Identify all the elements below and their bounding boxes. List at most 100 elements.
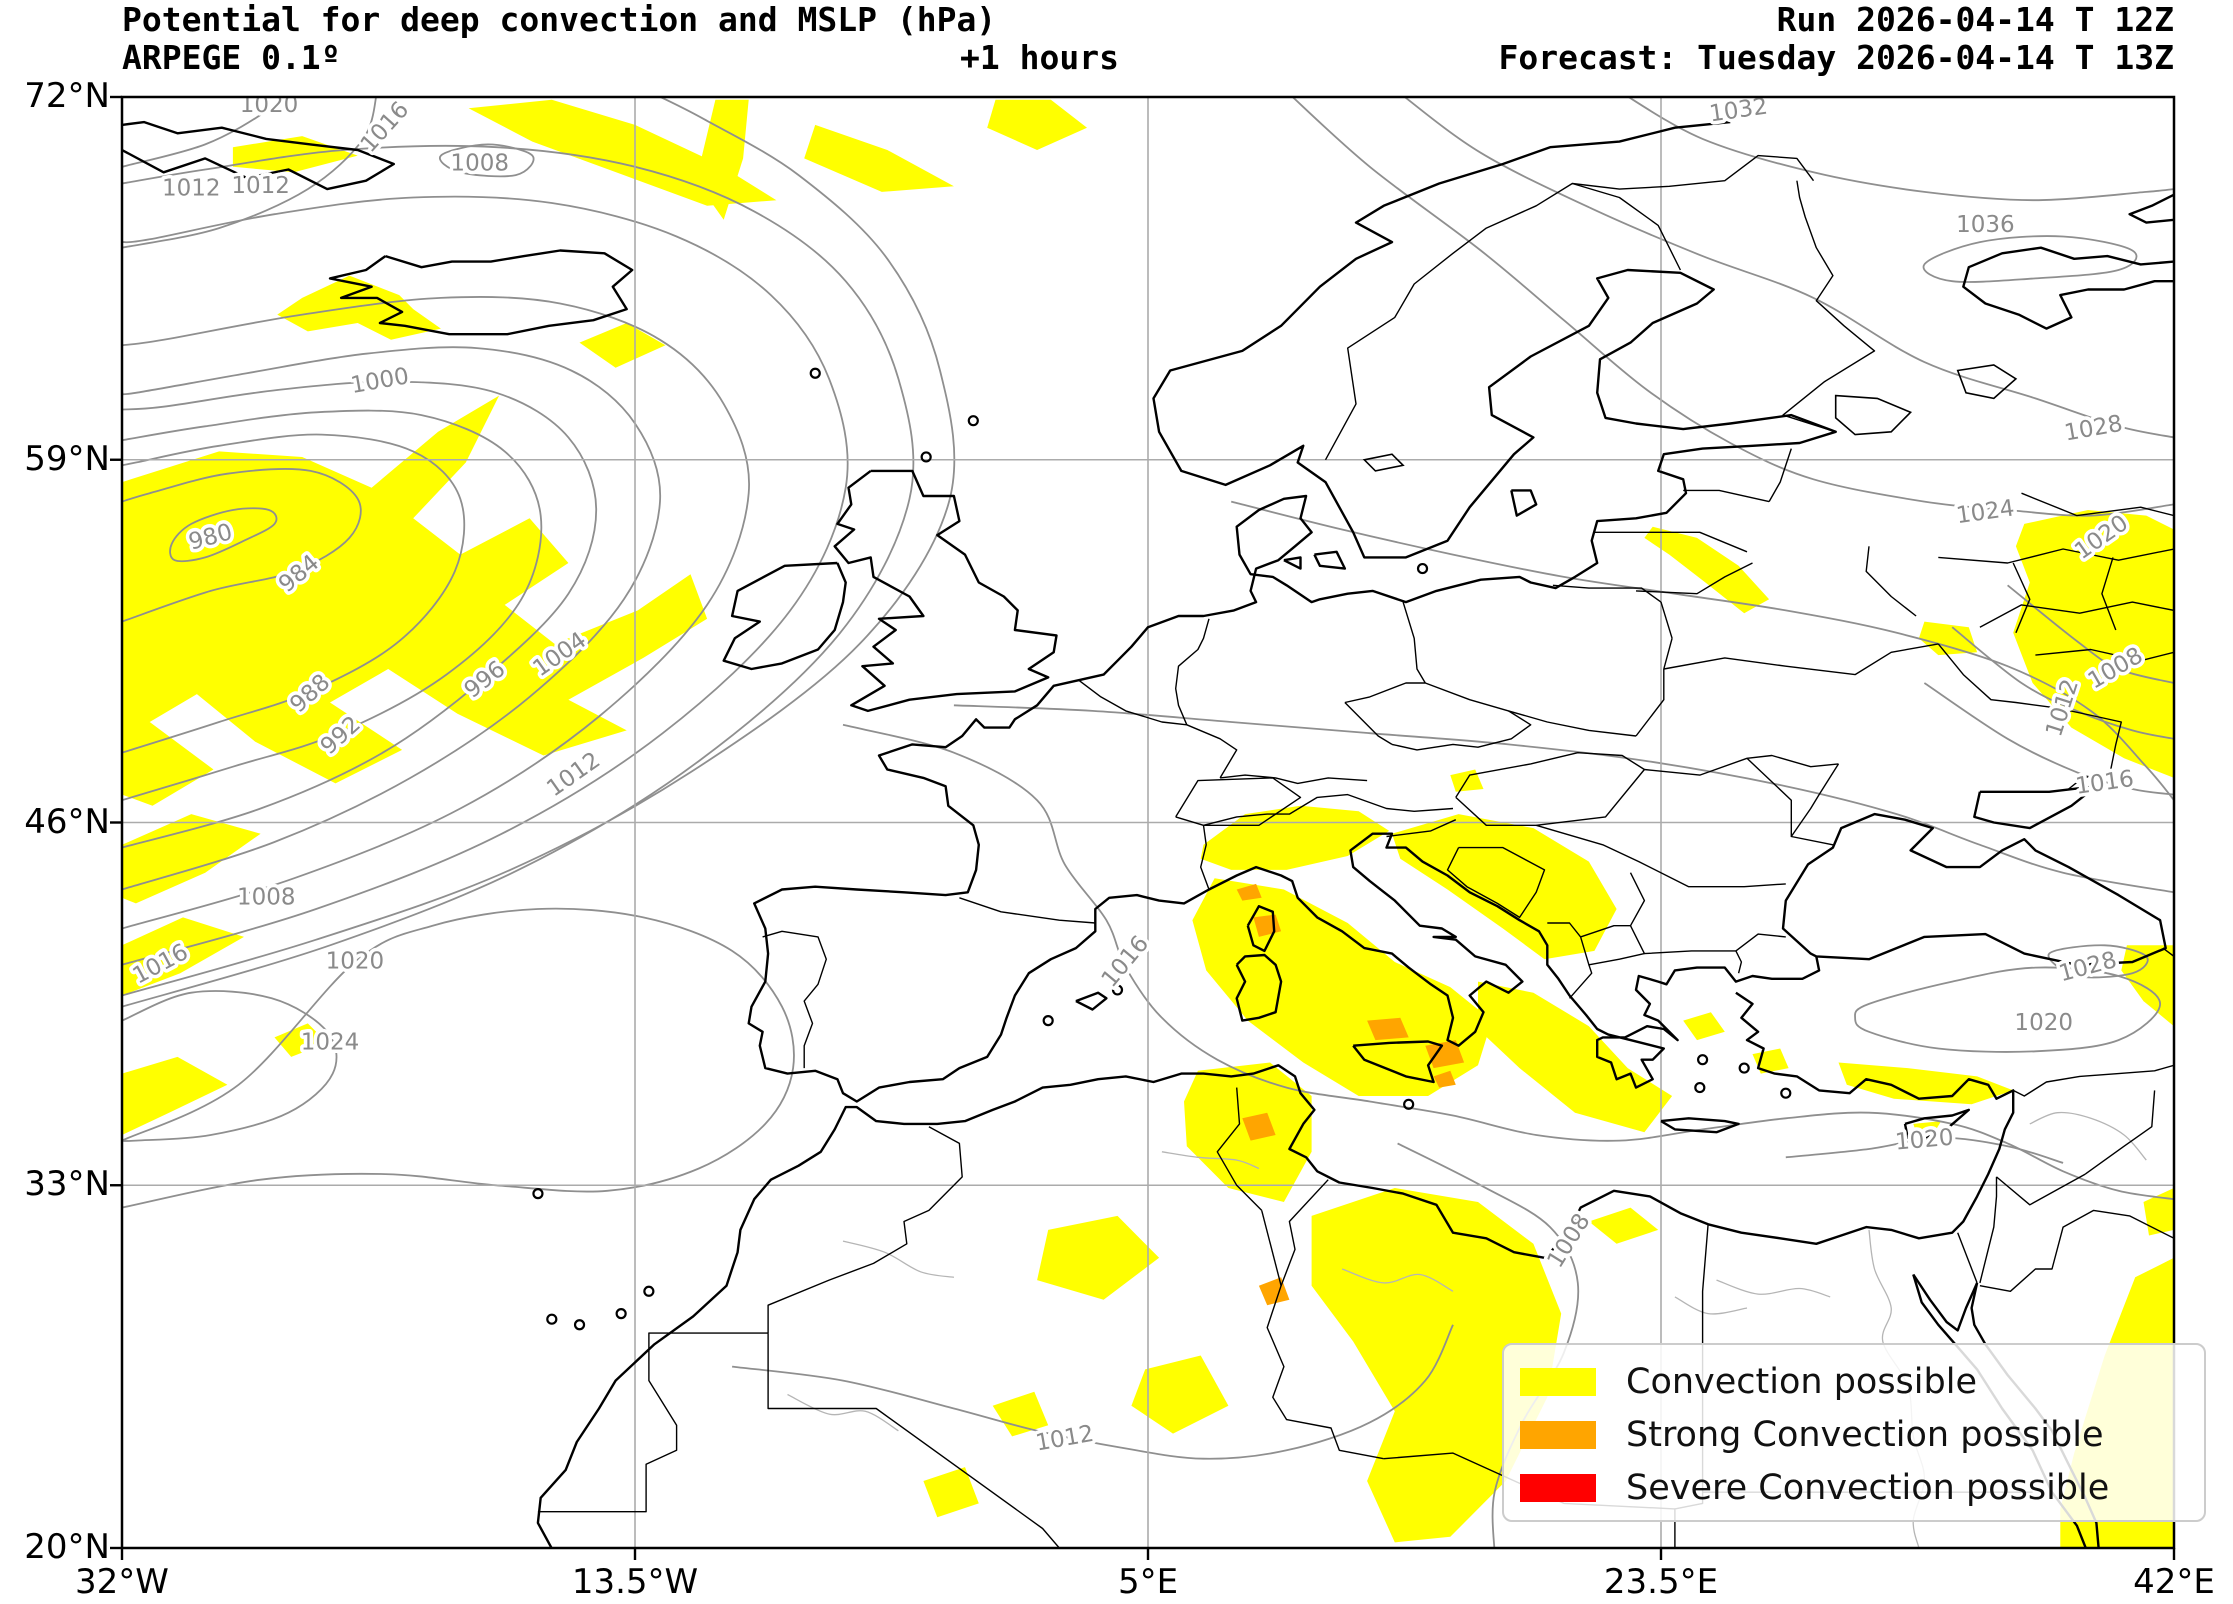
isobar-value-label: 1000 [349,363,411,399]
isobar-line [842,723,2174,1201]
lat-tick-label-20: 20°N [24,1527,110,1567]
isobar-value-label: 1008 [1543,1209,1596,1272]
isobar-line [122,380,598,849]
country-border [1979,601,2174,628]
convection-area-possible [1311,1188,1562,1543]
convection-area-possible [122,814,261,904]
legend-item-2: Severe Convection possible [1520,1461,2204,1514]
country-border [2084,1090,2156,1175]
isobar-value-label: 1036 [1956,212,2015,238]
isobar-line [953,704,2174,894]
lon-tick-label--13.5: 13.5°W [571,1562,699,1602]
convection-area-possible [1200,805,1390,870]
country-border [1644,754,1839,776]
isobar-line [1403,97,2174,439]
country-border [1175,618,1210,726]
country-border [2101,557,2117,631]
isobar-value-label: 1016 [1097,931,1155,993]
country-border [1635,562,1753,595]
isobar-line [122,907,795,1209]
coastline [1510,489,1538,517]
country-border [2012,1064,2174,1097]
country-border [1568,964,1593,999]
terrain-detail-line [1674,1296,1748,1315]
lat-tick-label-59: 59°N [24,438,110,479]
convection-area-possible [1478,981,1673,1133]
island-dot [967,415,979,427]
island-dot [1403,1098,1415,1110]
convection-area-possible [274,1023,328,1057]
country-border [1735,933,1786,952]
country-border [1996,1173,2086,1206]
country-border [2021,492,2174,517]
island-dot [573,1319,586,1331]
country-border [1660,601,1673,639]
convection-area-possible [2013,510,2174,778]
isobar-value-label: 1028 [2056,947,2119,987]
isobar-value-label: 1020 [240,92,299,118]
isobar-value-label: 1020 [2014,1010,2073,1036]
country-border [1663,643,1939,676]
coastline [833,469,1058,713]
country-border [1790,763,1840,846]
coastline [2128,193,2174,224]
country-border [1386,819,1457,838]
convection-area-possible [2121,945,2174,1027]
legend-item-0: Convection possible [1520,1355,2204,1408]
island-dot [920,451,932,463]
convection-area-possible [1918,621,1978,656]
isobar-line [122,990,338,1142]
country-border [1572,182,1682,271]
isobar-value-label: 1020 [1894,1125,1955,1156]
country-border [2035,648,2174,662]
isobar-value-label: 1008 [450,151,509,177]
island-dot [1696,1054,1709,1066]
isobar-line [122,468,362,623]
lake-outline [1956,364,2018,400]
coastline [328,249,634,336]
convection-area-strong [1425,1040,1465,1069]
country-border [1746,757,1792,837]
country-border [1425,682,1637,737]
convection-area-possible [1913,1121,1942,1135]
coastline [747,120,1837,1103]
isobar-value-label: 1028 [2062,411,2124,447]
isobar-line [122,433,466,754]
convection-area-possible [1644,526,1770,614]
country-border [1261,1210,1282,1286]
island-dot [809,367,821,379]
isobar-value-label: 1032 [1708,94,1770,128]
isobar-line [1951,626,2174,740]
country-border [1220,774,1368,785]
run-label: Run 2026-04-14 T 12Z [1776,0,2174,39]
island-dot [1694,1081,1706,1094]
convection-area-possible [804,124,954,192]
country-border [1536,824,1786,888]
isobar-line [122,296,750,930]
island-dot [1042,1015,1054,1027]
country-border [1683,489,1770,503]
convection-area-strong [1242,1112,1276,1141]
coastline [1075,991,1108,1011]
isobar-line [122,195,849,966]
lon-tick-label--32: 32°W [75,1562,169,1602]
isobar-value-label: 1024 [1955,495,2017,529]
country-border [537,1332,769,1513]
country-border [1446,846,1546,919]
convection-area-strong [1433,1070,1456,1088]
coastline [1235,953,1283,1022]
country-border [1979,1209,2174,1292]
country-border [1782,180,1876,433]
lon-tick-label-5: 5°E [1117,1562,1179,1602]
country-border [2012,562,2031,634]
isobar-line [1922,235,2138,283]
country-border [1203,793,1454,826]
isobar-line [1923,682,2174,796]
island-dot [532,1188,544,1200]
convection-area-possible [2143,1188,2174,1236]
coastline [1903,1108,1970,1139]
country-border [1200,825,1210,890]
country-border [767,1333,1060,1548]
isobar-value-label: 1016 [356,97,414,158]
